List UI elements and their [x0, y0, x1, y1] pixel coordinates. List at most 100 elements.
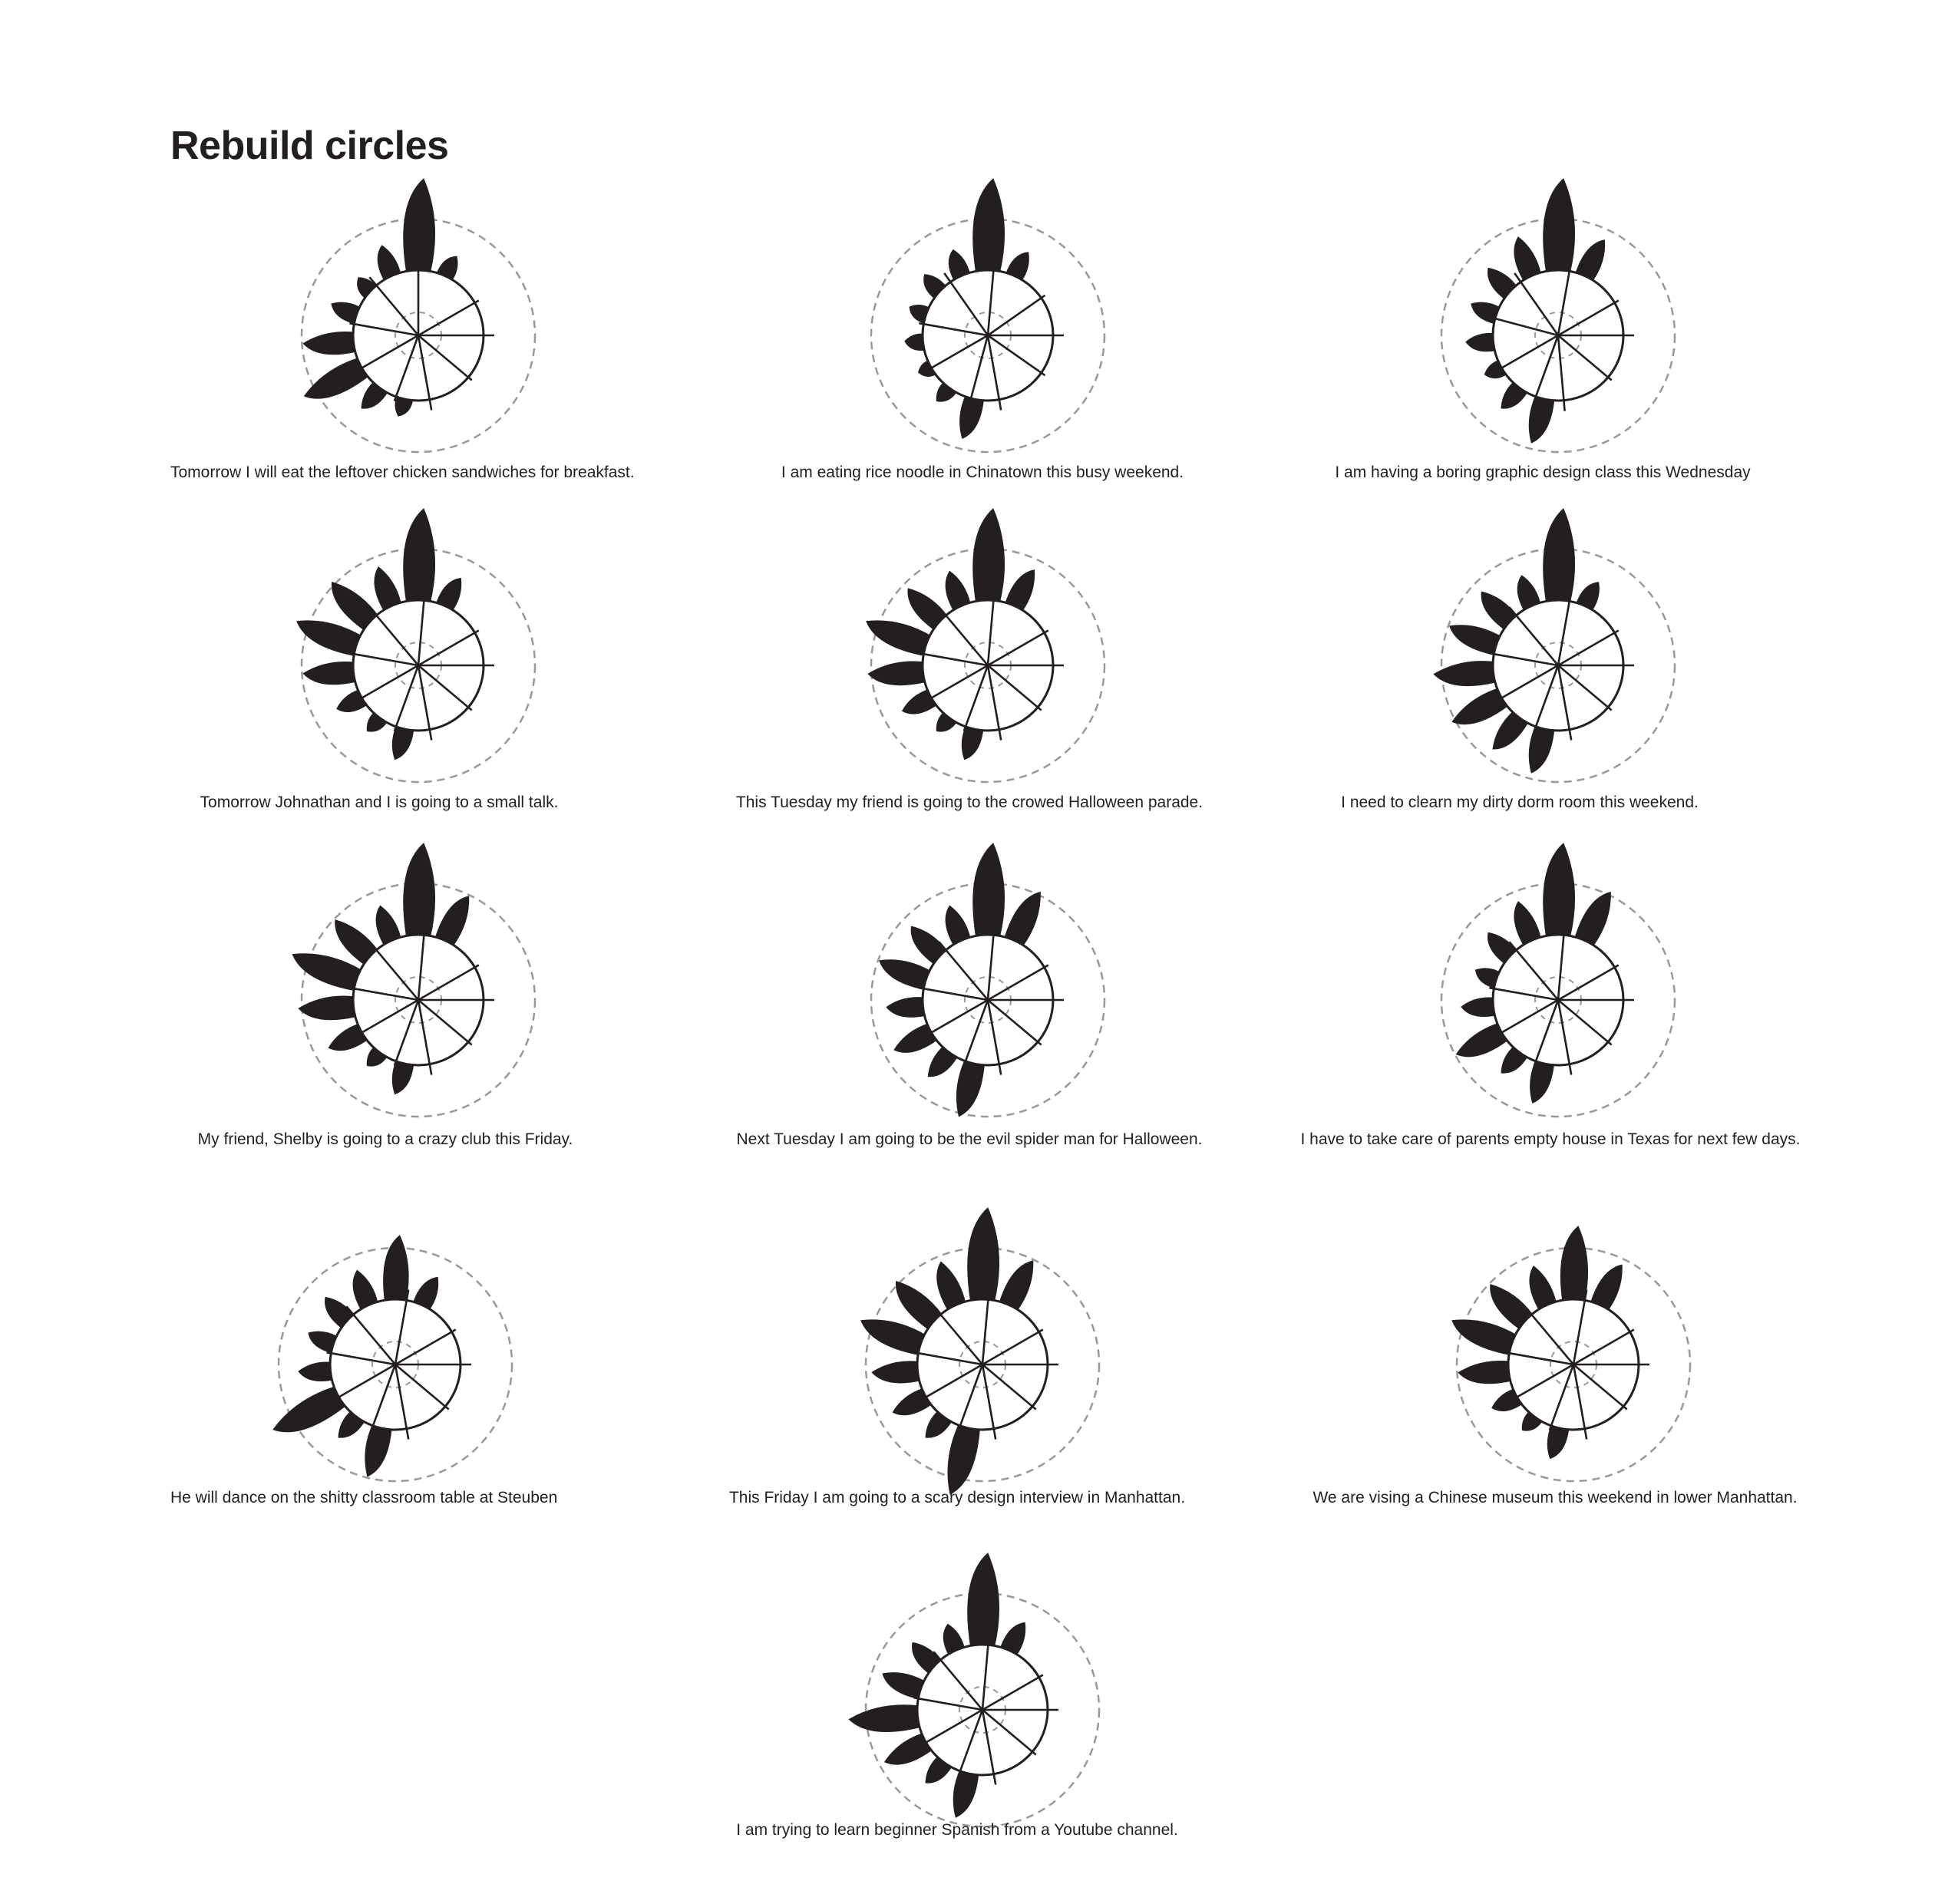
petal	[1517, 575, 1541, 612]
spoke	[1557, 335, 1613, 381]
spoke	[982, 1364, 1037, 1411]
spoke	[1557, 335, 1566, 411]
petal	[972, 843, 1005, 938]
spoke	[987, 964, 1049, 1001]
spoke	[394, 1364, 410, 1440]
spoke	[326, 1351, 396, 1366]
petal	[871, 1361, 921, 1384]
petal	[1492, 711, 1529, 750]
spoke	[938, 941, 989, 1001]
spoke	[987, 629, 1049, 667]
glyph-3	[296, 508, 537, 784]
petal	[1481, 591, 1518, 631]
glyph-12	[848, 1553, 1101, 1828]
petal	[1514, 901, 1541, 947]
glyph-caption-1: I am eating rice noodle in Chinatown thi…	[781, 464, 1184, 481]
spoke	[919, 986, 989, 1001]
petal	[945, 905, 971, 946]
spoke	[1533, 665, 1560, 731]
spoke	[352, 998, 419, 1039]
petal	[366, 1046, 388, 1067]
spoke	[1557, 260, 1573, 336]
spoke	[1573, 1364, 1628, 1411]
petal	[308, 1331, 338, 1354]
spoke	[1514, 272, 1560, 336]
spoke	[349, 652, 419, 667]
spoke	[981, 1634, 990, 1711]
petal	[860, 1319, 926, 1355]
spoke	[921, 664, 989, 705]
petal	[936, 1261, 966, 1312]
petal	[892, 1388, 933, 1416]
glyph-9	[272, 1235, 513, 1483]
spoke	[921, 334, 989, 375]
petal	[848, 1704, 922, 1732]
petal	[1433, 661, 1497, 687]
spoke	[1533, 335, 1560, 401]
spoke	[1533, 999, 1560, 1066]
petal	[434, 896, 470, 947]
spoke	[986, 924, 996, 1001]
petal	[886, 997, 926, 1018]
glyph-caption-8: I have to take care of parents empty hou…	[1300, 1130, 1801, 1148]
spoke	[393, 999, 420, 1066]
glyph-4	[866, 508, 1106, 784]
spoke	[1507, 1363, 1574, 1404]
spoke	[1572, 1364, 1588, 1440]
petal	[403, 178, 436, 273]
spoke	[938, 606, 989, 666]
spoke	[933, 1305, 983, 1365]
spoke	[393, 335, 420, 401]
spoke	[933, 1651, 983, 1711]
glyph-caption-12: I am trying to learn beginner Spanish fr…	[736, 1821, 1178, 1839]
glyph-caption-10: This Friday I am going to a scary design…	[728, 1489, 1186, 1506]
petal	[1490, 1284, 1534, 1330]
spoke	[417, 665, 433, 741]
petal	[1575, 239, 1606, 282]
spoke	[418, 964, 480, 1001]
spoke	[345, 1305, 396, 1365]
spoke	[349, 986, 419, 1001]
glyph-caption-4: This Tuesday my friend is going to the c…	[735, 794, 1204, 811]
petal	[298, 1361, 334, 1382]
petal	[374, 566, 401, 612]
spoke	[1508, 606, 1559, 666]
spoke	[987, 999, 1042, 1046]
page-title: Rebuild circles	[170, 124, 449, 168]
spoke	[1524, 1305, 1574, 1365]
petal	[910, 926, 948, 965]
spoke	[417, 999, 433, 1075]
petal	[936, 381, 958, 402]
spoke	[417, 589, 426, 666]
spoke	[394, 1289, 410, 1365]
petal	[1461, 997, 1497, 1018]
petal	[1465, 332, 1497, 352]
spoke	[395, 1364, 450, 1411]
spoke	[370, 1364, 397, 1430]
spoke	[368, 941, 419, 1001]
petal	[366, 711, 388, 732]
spoke	[987, 665, 1042, 711]
petal	[953, 1769, 979, 1818]
petal	[1528, 394, 1555, 444]
petal	[999, 1260, 1034, 1312]
glyph-11	[1451, 1226, 1692, 1483]
petal	[1543, 508, 1576, 603]
petal	[383, 1235, 409, 1302]
spoke	[969, 335, 989, 404]
spoke	[982, 1328, 1044, 1366]
petal	[1574, 891, 1611, 947]
petal	[357, 277, 378, 299]
glyph-caption-3: Tomorrow Johnathan and I is going to a s…	[200, 794, 559, 811]
petal	[1530, 1059, 1555, 1104]
glyph-10	[860, 1207, 1101, 1495]
petal	[352, 1269, 378, 1311]
petal	[335, 919, 378, 965]
petal	[302, 661, 357, 685]
glyph-caption-2: I am having a boring graphic design clas…	[1335, 464, 1751, 481]
spoke	[1557, 999, 1573, 1075]
spoke	[916, 1363, 983, 1404]
petal	[1560, 1226, 1589, 1302]
spoke	[417, 924, 426, 1001]
